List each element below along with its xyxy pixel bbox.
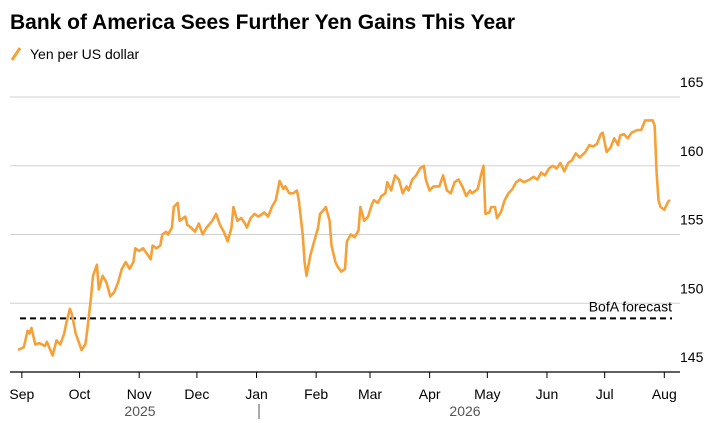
legend-swatch xyxy=(10,47,22,61)
y-tick-label: 160 xyxy=(680,143,704,159)
x-tick-label: Jul xyxy=(596,386,614,402)
y-tick-label: 165 xyxy=(680,74,704,90)
x-tick-label: Jun xyxy=(536,386,559,402)
x-tick-label: Sep xyxy=(9,386,34,402)
year-label: 2026 xyxy=(449,403,480,419)
chart-title: Bank of America Sees Further Yen Gains T… xyxy=(10,11,515,34)
x-tick-label: Feb xyxy=(304,386,328,402)
series-line xyxy=(17,119,671,357)
y-tick-label: 150 xyxy=(680,280,704,296)
y-tick-label: 155 xyxy=(680,212,704,228)
x-tick-label: Mar xyxy=(358,386,382,402)
x-tick-label: Apr xyxy=(419,386,441,402)
reference-label: BofA forecast xyxy=(589,298,672,314)
legend-label: Yen per US dollar xyxy=(30,46,140,62)
x-tick-label: Nov xyxy=(127,386,152,402)
y-tick-label: 145 xyxy=(680,349,704,365)
x-tick-label: Aug xyxy=(652,386,677,402)
x-tick-label: Jan xyxy=(245,386,268,402)
year-label: 2025 xyxy=(124,403,155,419)
x-tick-label: May xyxy=(474,386,500,402)
x-tick-label: Oct xyxy=(69,386,91,402)
x-tick-label: Dec xyxy=(184,386,209,402)
